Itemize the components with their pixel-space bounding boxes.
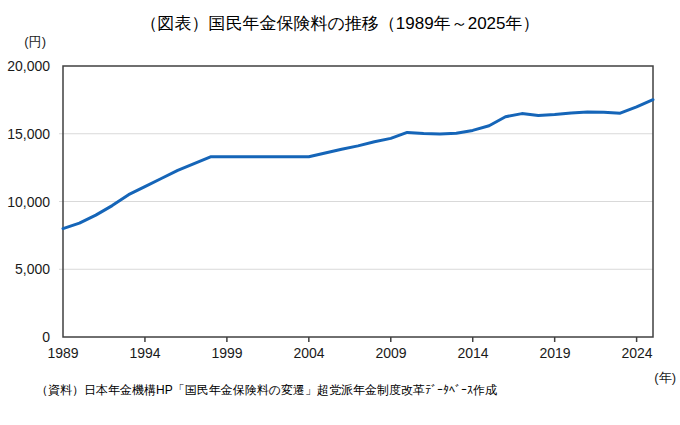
x-tick-label: 2014 <box>443 345 503 361</box>
y-tick-label: 0 <box>0 328 50 346</box>
y-tick-label: 15,000 <box>0 125 50 143</box>
y-axis-unit-label: (円) <box>0 33 46 51</box>
x-tick-label: 2009 <box>361 345 421 361</box>
y-tick-label: 5,000 <box>0 260 50 278</box>
line-chart-svg <box>63 66 653 337</box>
pension-premium-chart-figure: （図表）国民年金保険料の推移（1989年～2025年） (円) 0 5,000 10… <box>0 0 680 425</box>
x-tick-label: 2004 <box>279 345 339 361</box>
y-tick-label: 10,000 <box>0 193 50 211</box>
chart-title: （図表）国民年金保険料の推移（1989年～2025年） <box>0 12 680 35</box>
x-tick-label: 2024 <box>607 345 667 361</box>
source-note: （資料）日本年金機構HP「国民年金保険料の変遷」超党派年金制度改革ﾃﾞｰﾀﾍﾞｰ… <box>36 382 497 399</box>
y-tick-label: 20,000 <box>0 57 50 75</box>
x-tick-label: 1989 <box>33 345 93 361</box>
x-tick-label: 1999 <box>197 345 257 361</box>
plot-area <box>63 66 653 337</box>
x-axis-unit-label: (年) <box>654 369 676 387</box>
x-tick-label: 1994 <box>115 345 175 361</box>
x-tick-label: 2019 <box>525 345 585 361</box>
